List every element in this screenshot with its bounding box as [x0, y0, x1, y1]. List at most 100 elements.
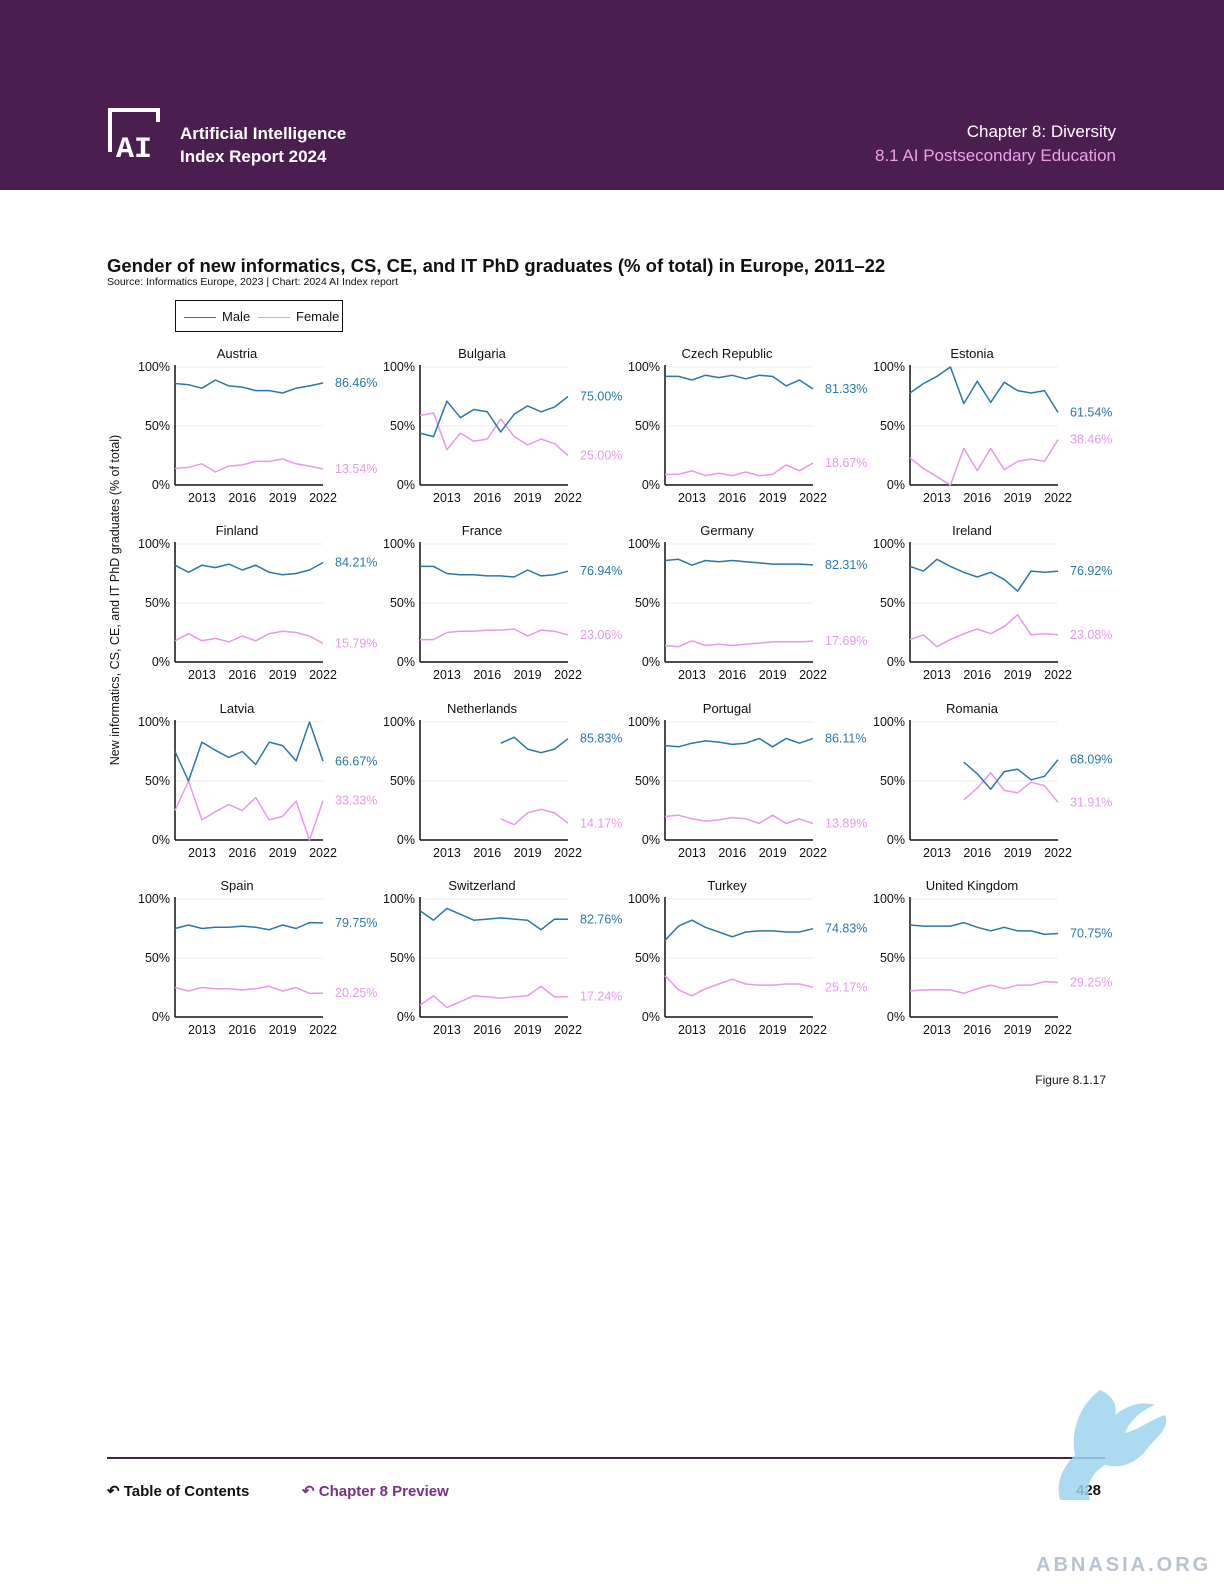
panel-title: Ireland — [952, 523, 992, 538]
y-tick-label: 100% — [873, 537, 905, 551]
panel-czech-republic: 0% 50% 100% 2013 2016 2019 2022 Czech Republic 8… — [628, 346, 867, 505]
x-tick-label: 2022 — [1044, 1023, 1072, 1037]
x-tick-label: 2019 — [1004, 846, 1032, 860]
male-series-line — [419, 907, 569, 931]
legend-swatch-male — [184, 317, 216, 319]
panel-title: Austria — [217, 346, 258, 361]
chart-legend: Male Female — [175, 300, 343, 332]
x-tick-label: 2022 — [1044, 846, 1072, 860]
male-series-line — [909, 558, 1059, 592]
y-tick-label: 50% — [390, 596, 415, 610]
female-end-label: 15.79% — [335, 636, 377, 650]
x-tick-label: 2019 — [269, 491, 297, 505]
x-tick-label: 2019 — [269, 668, 297, 682]
panel-title: Spain — [220, 878, 253, 893]
x-tick-label: 2019 — [1004, 491, 1032, 505]
panel-latvia: 0% 50% 100% 2013 2016 2019 2022 Latvia 66.67% 33.… — [138, 701, 377, 860]
panel-title: United Kingdom — [926, 878, 1019, 893]
table-of-contents-link[interactable]: ↶ Table of Contents — [107, 1482, 249, 1500]
male-series-line — [909, 921, 1059, 936]
female-series-line — [963, 771, 1059, 803]
female-end-label: 23.06% — [580, 628, 622, 642]
panel-title: Portugal — [703, 701, 752, 716]
chapter-title: Chapter 8: Diversity — [966, 122, 1116, 141]
female-end-label: 23.08% — [1070, 628, 1112, 642]
x-tick-label: 2022 — [554, 668, 582, 682]
x-tick-label: 2022 — [799, 1023, 827, 1037]
female-end-label: 31.91% — [1070, 795, 1112, 809]
return-arrow-icon: ↶ — [302, 1483, 315, 1500]
panel-france: 0% 50% 100% 2013 2016 2019 2022 France 76.94% 23.… — [383, 523, 622, 682]
x-tick-label: 2013 — [923, 1023, 951, 1037]
x-tick-label: 2013 — [678, 668, 706, 682]
y-tick-label: 100% — [628, 715, 660, 729]
x-tick-label: 2013 — [678, 1023, 706, 1037]
male-series-line — [174, 379, 324, 394]
male-end-label: 76.94% — [580, 564, 622, 578]
male-series-line — [420, 565, 569, 578]
x-tick-label: 2019 — [269, 1023, 297, 1037]
x-tick-label: 2019 — [759, 846, 787, 860]
x-tick-label: 2013 — [433, 491, 461, 505]
male-end-label: 84.21% — [335, 556, 377, 570]
chapter-preview-link[interactable]: ↶ Chapter 8 Preview — [302, 1482, 449, 1500]
panel-germany: 0% 50% 100% 2013 2016 2019 2022 Germany 82.31% 17… — [628, 523, 867, 682]
female-end-label: 13.54% — [335, 462, 377, 476]
male-series-line — [174, 721, 324, 782]
watermark-text: ABNASIA.ORG — [1036, 1554, 1212, 1576]
female-series-line — [909, 439, 1059, 486]
y-tick-label: 100% — [628, 892, 660, 906]
female-end-label: 25.00% — [580, 449, 622, 463]
return-arrow-icon: ↶ — [107, 1483, 120, 1500]
male-series-line — [664, 737, 814, 748]
x-tick-label: 2013 — [433, 668, 461, 682]
x-tick-label: 2016 — [963, 491, 991, 505]
male-series-line — [500, 736, 569, 754]
panel-title: Turkey — [707, 878, 747, 893]
female-series-line — [419, 412, 569, 457]
legend-label-male: Male — [222, 309, 251, 324]
x-tick-label: 2022 — [309, 1023, 337, 1037]
y-tick-label: 50% — [635, 774, 660, 788]
x-tick-label: 2016 — [963, 1023, 991, 1037]
female-series-line — [174, 630, 324, 645]
small-multiples-chart: 0% 50% 100% 2013 2016 2019 2022 Austria 86.46% 13… — [138, 346, 1112, 1037]
section-title: 8.1 AI Postsecondary Education — [875, 146, 1116, 165]
panel-ireland: 0% 50% 100% 2013 2016 2019 2022 Ireland 76.92% 23… — [873, 523, 1112, 682]
female-end-label: 25.17% — [825, 980, 867, 994]
x-tick-label: 2016 — [963, 846, 991, 860]
griffin-watermark-icon — [1058, 1390, 1167, 1500]
legend-item-male: Male — [184, 309, 250, 324]
male-end-label: 79.75% — [335, 916, 377, 930]
x-tick-label: 2019 — [269, 846, 297, 860]
x-tick-label: 2022 — [1044, 668, 1072, 682]
male-series-line — [174, 921, 324, 931]
panel-title: Finland — [216, 523, 259, 538]
panel-switzerland: 0% 50% 100% 2013 2016 2019 2022 Switzerland 82.7… — [383, 878, 622, 1037]
x-tick-label: 2019 — [1004, 1023, 1032, 1037]
x-tick-label: 2019 — [759, 491, 787, 505]
panel-title: Netherlands — [447, 701, 518, 716]
female-end-label: 17.24% — [580, 990, 622, 1004]
female-series-line — [909, 614, 1059, 648]
y-tick-label: 0% — [397, 833, 415, 847]
female-series-line — [420, 628, 569, 641]
y-tick-label: 100% — [628, 537, 660, 551]
chapter-heading: Chapter 8: Diversity 8.1 AI Postsecondar… — [875, 120, 1116, 168]
y-tick-label: 100% — [383, 537, 415, 551]
logo-text: AI — [116, 133, 152, 160]
panel-portugal: 0% 50% 100% 2013 2016 2019 2022 Portugal 86.11% 1… — [628, 701, 867, 860]
female-end-label: 13.89% — [825, 817, 867, 831]
y-tick-label: 100% — [383, 360, 415, 374]
y-tick-label: 100% — [873, 892, 905, 906]
x-tick-label: 2013 — [188, 846, 216, 860]
x-tick-label: 2013 — [678, 846, 706, 860]
y-tick-label: 100% — [873, 715, 905, 729]
toc-label: Table of Contents — [123, 1483, 250, 1500]
y-tick-label: 50% — [880, 596, 905, 610]
panel-title: Romania — [946, 701, 999, 716]
male-series-line — [419, 395, 569, 438]
brand-line-2: Index Report 2024 — [180, 147, 327, 166]
x-tick-label: 2016 — [473, 1023, 501, 1037]
y-tick-label: 100% — [628, 360, 660, 374]
